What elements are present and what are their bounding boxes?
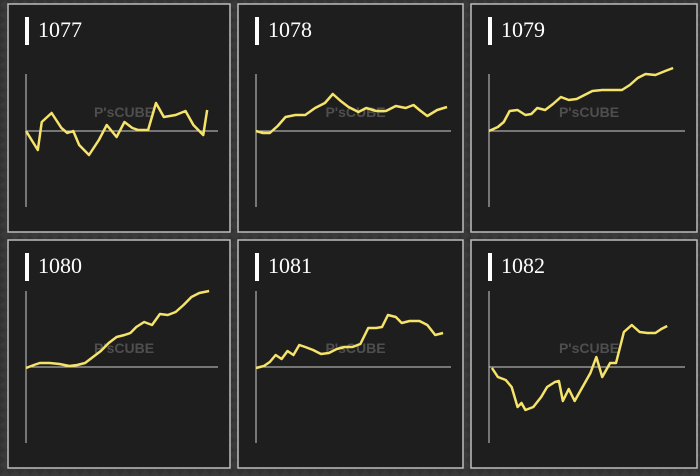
title-bar [255, 17, 259, 45]
panel [470, 3, 698, 233]
data-line [255, 92, 448, 135]
title-bar [25, 253, 29, 281]
title-bar [488, 17, 492, 45]
data-line [24, 101, 209, 157]
data-line [490, 323, 668, 412]
watermark: P'sCUBE [559, 104, 619, 120]
panel-title: 1080 [38, 253, 82, 278]
panel-title: 1077 [38, 17, 82, 42]
data-line [255, 313, 444, 370]
title-bar [25, 17, 29, 45]
panel-title: 1081 [268, 253, 312, 278]
data-line [488, 66, 674, 133]
panel [470, 239, 698, 469]
watermark: P'sCUBE [325, 340, 385, 356]
panel-title: 1079 [501, 17, 545, 42]
panel-title: 1082 [501, 253, 545, 278]
watermark: P'sCUBE [559, 340, 619, 356]
title-bar [488, 253, 492, 281]
title-bar [255, 253, 259, 281]
panel [7, 239, 231, 469]
panel-title: 1078 [268, 17, 312, 42]
data-line [25, 289, 210, 370]
panel [237, 3, 464, 233]
watermark: P'sCUBE [94, 104, 154, 120]
